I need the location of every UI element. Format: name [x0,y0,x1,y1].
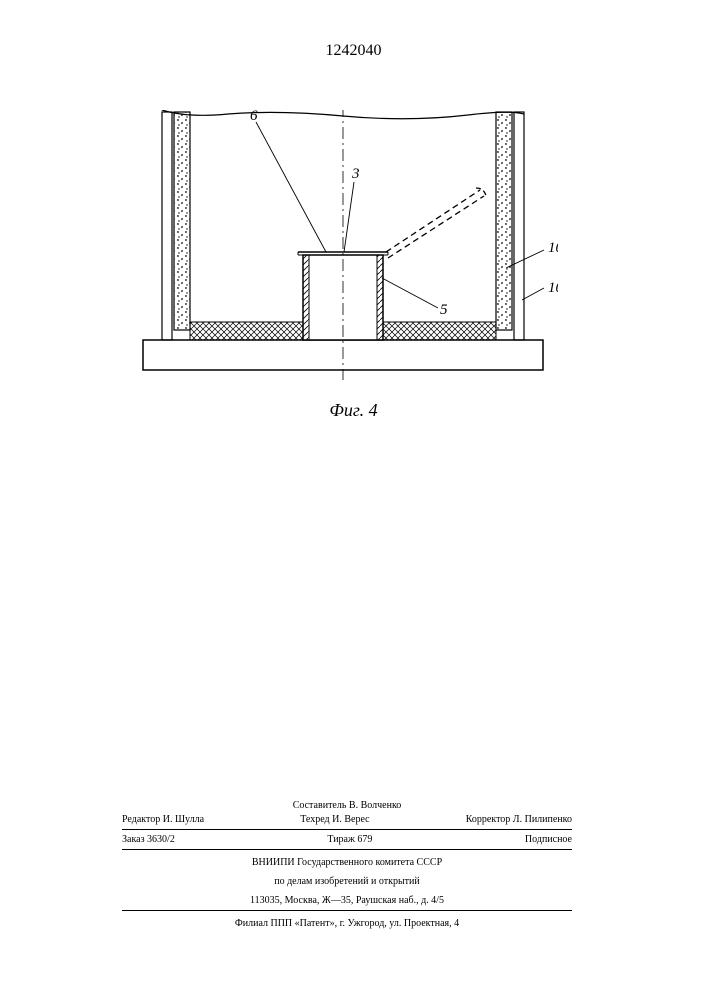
footer-divider-2 [122,849,572,850]
footer-corrector: Корректор Л. Пилипенко [466,813,572,826]
label-6: 6 [250,110,258,124]
footer-compiler: Составитель В. Волченко [293,799,402,812]
footer-org1: ВНИИПИ Государственного комитета СССР [122,856,572,869]
figure-caption: Фиг. 4 [329,400,377,421]
footer-divider-1 [122,829,572,830]
label-3: 3 [351,166,360,182]
footer-org3: 113035, Москва, Ж—35, Раушская наб., д. … [122,894,572,907]
label-10a: 10 [548,240,558,256]
footer-subscription: Подписное [525,833,572,846]
footer: Составитель В. Волченко Редактор И. Шулл… [122,799,572,930]
label-5: 5 [440,302,448,318]
footer-divider-3 [122,910,572,911]
footer-editor: Редактор И. Шулла [122,813,204,826]
footer-circulation: Тираж 679 [327,833,372,846]
figure: 6 3 5 10 10 [128,110,558,390]
footer-order: Заказ 3630/2 [122,833,175,846]
label-10b: 10 [548,280,558,296]
footer-org2: по делам изобретений и открытий [122,875,572,888]
footer-tech-editor: Техред И. Верес [300,813,369,826]
page-number: 1242040 [326,42,382,60]
footer-branch: Филиал ППП «Патент», г. Ужгород, ул. Про… [122,917,572,930]
figure-svg: 6 3 5 10 10 [128,110,558,390]
